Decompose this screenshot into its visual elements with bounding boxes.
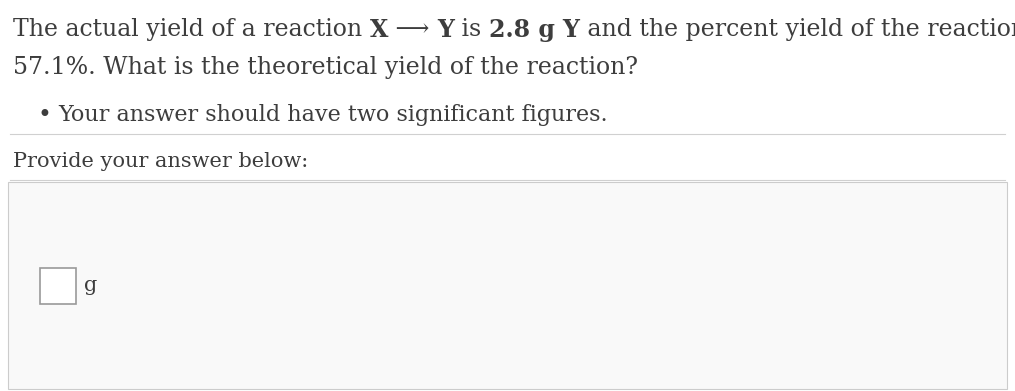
- Text: and the percent yield of the reaction is: and the percent yield of the reaction is: [580, 18, 1015, 41]
- Text: The actual yield of a reaction: The actual yield of a reaction: [13, 18, 369, 41]
- FancyBboxPatch shape: [8, 182, 1007, 389]
- Text: 57.1%. What is the theoretical yield of the reaction?: 57.1%. What is the theoretical yield of …: [13, 56, 638, 79]
- Text: 2.8 g: 2.8 g: [488, 18, 562, 42]
- Text: g: g: [84, 276, 97, 295]
- Text: ⟶: ⟶: [388, 18, 437, 41]
- Text: X: X: [369, 18, 388, 42]
- Text: Y: Y: [562, 18, 580, 42]
- Text: Y: Y: [437, 18, 454, 42]
- Text: •: •: [38, 104, 52, 127]
- Text: is: is: [454, 18, 488, 41]
- Text: Provide your answer below:: Provide your answer below:: [13, 152, 309, 171]
- Text: Your answer should have two significant figures.: Your answer should have two significant …: [58, 104, 608, 126]
- FancyBboxPatch shape: [40, 267, 76, 303]
